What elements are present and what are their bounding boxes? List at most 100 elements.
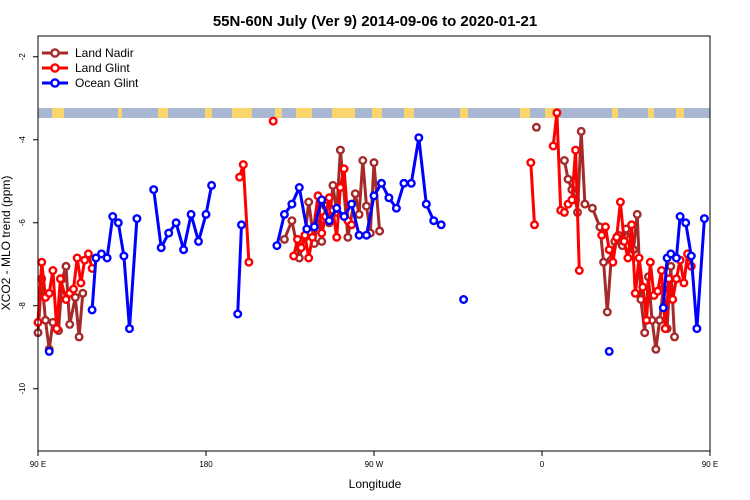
x-axis-label: Longitude xyxy=(349,477,402,491)
data-point xyxy=(347,199,357,209)
data-point xyxy=(244,257,254,267)
data-point xyxy=(362,201,372,211)
data-point xyxy=(599,257,609,267)
data-point xyxy=(279,209,289,219)
series-line xyxy=(292,167,353,260)
data-point xyxy=(193,236,203,246)
map-strip-land xyxy=(38,108,52,118)
data-point xyxy=(559,155,569,165)
data-point xyxy=(268,116,278,126)
data-point xyxy=(186,209,196,219)
data-point xyxy=(296,243,306,253)
data-point xyxy=(699,214,709,224)
data-point xyxy=(608,257,618,267)
data-point xyxy=(65,319,75,329)
legend-item: Land Glint xyxy=(42,61,130,75)
data-point xyxy=(429,216,439,226)
legend-item: Ocean Glint xyxy=(42,76,139,90)
x-tick-label: 90 W xyxy=(365,460,384,469)
x-tick-label: 90 E xyxy=(702,460,718,469)
data-point xyxy=(302,224,312,234)
legend-item: Land Nadir xyxy=(42,46,134,60)
data-point xyxy=(671,253,681,263)
data-point xyxy=(604,346,614,356)
data-point xyxy=(61,295,71,305)
data-point xyxy=(377,178,387,188)
data-point xyxy=(666,261,676,271)
data-point xyxy=(574,266,584,276)
data-point xyxy=(612,232,622,242)
data-point xyxy=(179,245,189,255)
data-point xyxy=(658,303,668,313)
legend-label: Ocean Glint xyxy=(75,76,139,90)
data-point xyxy=(68,284,78,294)
data-point xyxy=(272,241,282,251)
data-point xyxy=(52,324,62,334)
data-point xyxy=(548,141,558,151)
data-point xyxy=(70,292,80,302)
data-point xyxy=(653,286,663,296)
data-point xyxy=(623,253,633,263)
map-strip-land xyxy=(414,108,460,118)
data-point xyxy=(651,344,661,354)
data-point xyxy=(645,257,655,267)
map-strip-land xyxy=(556,108,612,118)
data-point xyxy=(317,195,327,205)
y-tick-label: -8 xyxy=(18,302,27,310)
y-tick-label: -4 xyxy=(18,136,27,144)
map-strip-land xyxy=(618,108,648,118)
legend-label: Land Glint xyxy=(75,61,130,75)
data-point xyxy=(576,126,586,136)
data-point xyxy=(587,203,597,213)
y-axis-label: XCO2 - MLO trend (ppm) xyxy=(0,176,13,311)
map-strip-land xyxy=(654,108,676,118)
data-point xyxy=(279,234,289,244)
map-strip-land xyxy=(382,108,404,118)
data-point xyxy=(156,243,166,253)
data-point xyxy=(670,332,680,342)
data-point xyxy=(642,315,652,325)
map-strip-land xyxy=(312,108,332,118)
y-tick-label: -10 xyxy=(18,382,27,394)
data-point xyxy=(421,199,431,209)
data-point xyxy=(559,207,569,217)
data-point xyxy=(78,288,88,298)
map-strip-land xyxy=(468,108,520,118)
data-point xyxy=(571,145,581,155)
data-point xyxy=(235,172,245,182)
data-point xyxy=(335,145,345,155)
map-strip-land xyxy=(252,108,275,118)
data-point xyxy=(580,199,590,209)
series-layer xyxy=(33,108,709,356)
data-point xyxy=(369,158,379,168)
data-point xyxy=(287,216,297,226)
data-point xyxy=(391,203,401,213)
data-point xyxy=(666,249,676,259)
data-point xyxy=(309,222,319,232)
series-2 xyxy=(33,108,696,334)
x-tick-label: 90 E xyxy=(30,460,46,469)
data-point xyxy=(671,274,681,284)
data-point xyxy=(328,180,338,190)
y-tick-label: -2 xyxy=(18,53,27,61)
map-strip-land xyxy=(355,108,372,118)
data-point xyxy=(640,328,650,338)
data-point xyxy=(531,122,541,132)
data-point xyxy=(55,274,65,284)
data-point xyxy=(436,220,446,230)
legend-marker xyxy=(50,78,60,88)
data-point xyxy=(369,191,379,201)
data-point xyxy=(335,182,345,192)
data-point xyxy=(632,209,642,219)
data-point xyxy=(354,209,364,219)
legend-label: Land Nadir xyxy=(75,46,134,60)
data-point xyxy=(61,261,71,271)
data-point xyxy=(149,185,159,195)
data-point xyxy=(171,218,181,228)
data-point xyxy=(289,251,299,261)
data-point xyxy=(96,249,106,259)
data-point xyxy=(91,253,101,263)
series-line xyxy=(551,111,581,271)
data-point xyxy=(668,295,678,305)
